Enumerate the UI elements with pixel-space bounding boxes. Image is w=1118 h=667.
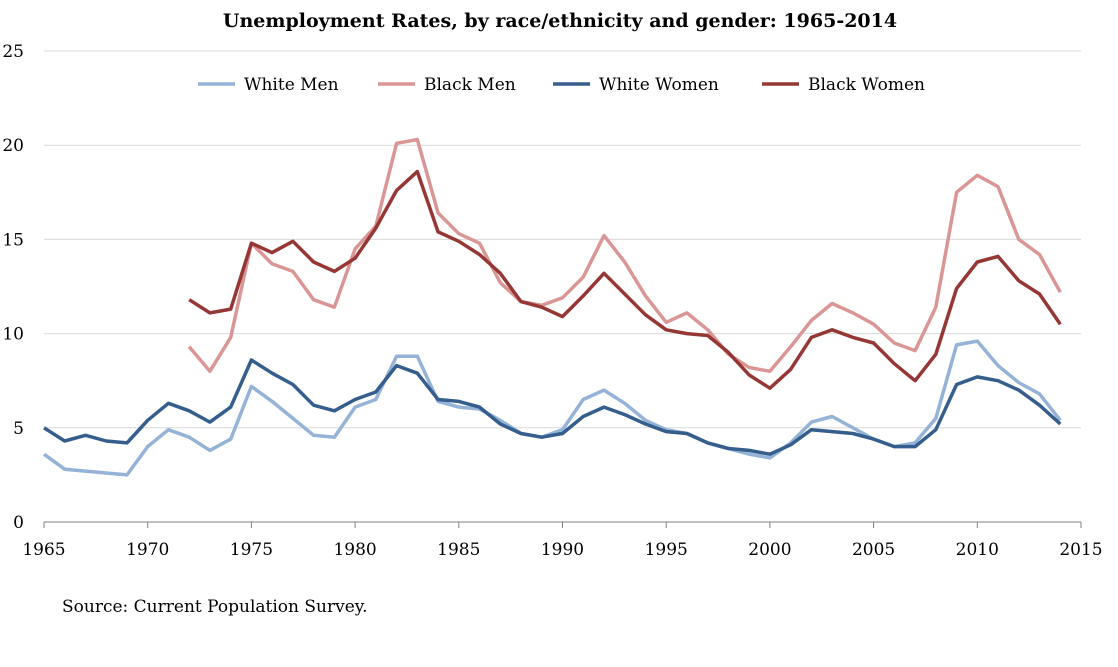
x-axis-tick-labels: 1965 1970 1975 1980 1985 1990 1995 2000 2005 2010… — [22, 540, 1102, 560]
series-lines — [42, 137, 1062, 477]
source-note: Source: Current Population Survey. — [62, 597, 368, 617]
legend: White Men Black Men White Women Black Women — [198, 75, 925, 95]
y-tick-label: 20 — [2, 136, 24, 156]
x-tick-label: 2005 — [852, 540, 895, 560]
x-tick-label: 1980 — [333, 540, 376, 560]
y-tick-label: 15 — [2, 230, 24, 250]
y-tick-label: 25 — [2, 42, 24, 62]
x-tick-label: 2010 — [956, 540, 999, 560]
y-tick-label: 10 — [2, 325, 24, 345]
x-tick-label: 1990 — [541, 540, 584, 560]
legend-label-black-women: Black Women — [808, 75, 925, 95]
y-tick-label: 0 — [13, 513, 24, 533]
x-tick-label: 1985 — [437, 540, 480, 560]
legend-label-white-men: White Men — [244, 75, 339, 95]
x-tick-label: 1995 — [645, 540, 688, 560]
y-axis-tick-labels: 0 5 10 15 20 25 — [2, 42, 24, 533]
gridlines — [44, 50, 1081, 429]
series-line-white-men — [42, 339, 1062, 477]
legend-label-black-men: Black Men — [424, 75, 516, 95]
x-tick-label: 1965 — [22, 540, 65, 560]
x-tick-label: 1970 — [126, 540, 169, 560]
x-axis — [43, 521, 1082, 528]
x-tick-label: 1975 — [230, 540, 273, 560]
y-tick-label: 5 — [13, 419, 24, 439]
chart-title: Unemployment Rates, by race/ethnicity an… — [223, 10, 897, 32]
series-line-white-women — [43, 358, 1062, 456]
legend-label-white-women: White Women — [599, 75, 719, 95]
x-tick-label: 2000 — [748, 540, 791, 560]
series-line-black-women — [188, 169, 1062, 390]
series-line-black-men — [187, 137, 1062, 374]
x-tick-label: 2015 — [1059, 540, 1102, 560]
